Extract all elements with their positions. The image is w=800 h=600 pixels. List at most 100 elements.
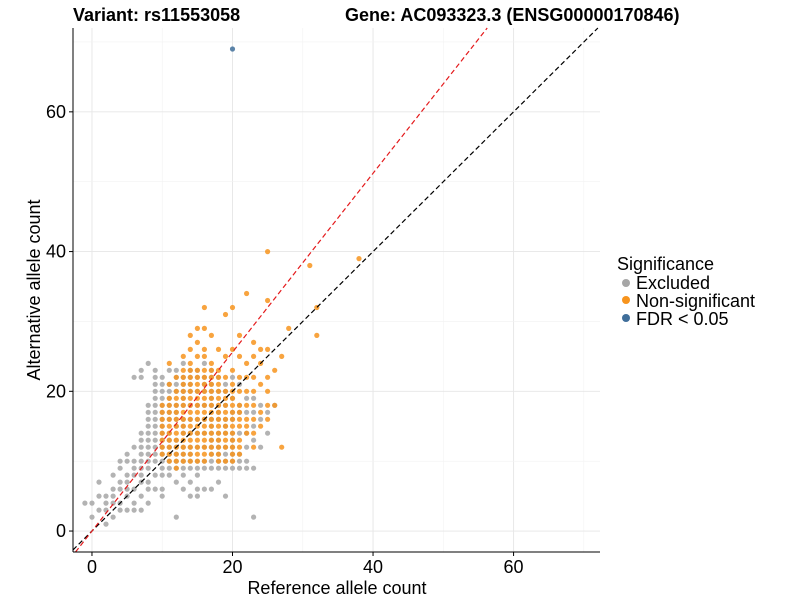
point-non-significant xyxy=(208,416,214,422)
point-non-significant xyxy=(180,402,186,408)
legend-title: Significance xyxy=(617,254,714,274)
point-excluded xyxy=(131,458,137,464)
point-non-significant xyxy=(194,325,200,331)
point-non-significant xyxy=(159,451,165,457)
point-non-significant xyxy=(194,430,200,436)
point-non-significant xyxy=(166,381,172,387)
point-excluded xyxy=(180,472,186,478)
point-non-significant xyxy=(307,262,313,269)
point-non-significant xyxy=(159,437,165,443)
y-axis-title: Alternative allele count xyxy=(24,199,44,380)
point-non-significant xyxy=(215,437,222,443)
point-non-significant xyxy=(194,409,200,415)
point-excluded xyxy=(145,402,151,408)
point-non-significant xyxy=(244,290,250,297)
axis-ticks: 0 20 40 60 0 20 40 60 xyxy=(46,102,524,577)
point-non-significant xyxy=(251,430,257,436)
point-non-significant xyxy=(194,374,200,380)
point-excluded xyxy=(187,493,193,499)
point-excluded xyxy=(166,465,172,471)
point-non-significant xyxy=(201,388,207,394)
point-excluded xyxy=(145,500,151,506)
point-non-significant xyxy=(166,360,172,366)
point-non-significant xyxy=(229,451,236,457)
point-non-significant xyxy=(159,409,165,415)
point-excluded xyxy=(138,444,144,450)
point-non-significant xyxy=(272,402,278,408)
point-excluded xyxy=(152,374,158,380)
point-excluded xyxy=(201,465,207,471)
point-non-significant xyxy=(180,374,186,380)
point-non-significant xyxy=(236,388,243,394)
point-excluded xyxy=(138,374,144,380)
point-non-significant xyxy=(159,402,165,408)
point-non-significant xyxy=(173,416,179,422)
data-points xyxy=(82,46,362,527)
point-non-significant xyxy=(208,423,214,429)
point-excluded xyxy=(124,472,130,478)
point-excluded xyxy=(265,409,271,415)
point-non-significant xyxy=(236,451,243,457)
point-non-significant xyxy=(187,444,193,450)
point-non-significant xyxy=(222,430,229,436)
point-non-significant xyxy=(201,423,207,429)
point-non-significant xyxy=(187,346,193,352)
point-non-significant xyxy=(208,402,214,408)
point-non-significant xyxy=(208,444,214,450)
point-excluded xyxy=(166,388,172,394)
point-excluded xyxy=(152,423,158,429)
point-excluded xyxy=(103,493,109,499)
point-non-significant xyxy=(208,332,214,338)
point-non-significant xyxy=(187,458,193,464)
point-excluded xyxy=(236,465,243,471)
point-non-significant xyxy=(208,430,214,436)
point-non-significant xyxy=(194,444,200,450)
point-non-significant xyxy=(222,388,229,394)
point-excluded xyxy=(258,444,264,450)
point-non-significant xyxy=(229,437,236,443)
point-excluded xyxy=(152,409,158,415)
point-excluded xyxy=(208,465,214,471)
point-non-significant xyxy=(173,388,179,394)
point-excluded xyxy=(103,500,109,506)
point-non-significant xyxy=(229,409,236,415)
point-non-significant xyxy=(236,444,243,450)
point-excluded xyxy=(145,465,151,471)
point-non-significant xyxy=(173,437,179,443)
point-non-significant xyxy=(272,367,278,373)
point-excluded xyxy=(89,500,95,506)
point-non-significant xyxy=(222,423,229,429)
point-non-significant xyxy=(215,374,222,380)
point-excluded xyxy=(236,430,243,436)
point-non-significant xyxy=(187,423,193,429)
point-excluded xyxy=(145,458,151,464)
point-excluded xyxy=(145,423,151,429)
point-excluded xyxy=(229,374,236,380)
point-non-significant xyxy=(201,353,207,359)
point-excluded xyxy=(152,381,158,387)
point-non-significant xyxy=(244,402,250,408)
point-non-significant xyxy=(201,402,207,408)
point-excluded xyxy=(152,472,158,478)
point-excluded xyxy=(166,367,172,373)
point-non-significant xyxy=(244,423,250,429)
point-excluded xyxy=(131,465,137,471)
point-excluded xyxy=(180,465,186,471)
point-non-significant xyxy=(187,409,193,415)
point-non-significant xyxy=(314,332,320,338)
point-excluded xyxy=(215,479,222,485)
legend-label-excluded: Excluded xyxy=(636,273,710,293)
point-excluded xyxy=(110,486,116,492)
point-non-significant xyxy=(222,402,229,408)
point-non-significant xyxy=(236,409,243,415)
point-excluded xyxy=(96,479,102,485)
point-excluded xyxy=(258,416,264,422)
point-excluded xyxy=(194,493,200,499)
point-non-significant xyxy=(180,444,186,450)
point-non-significant xyxy=(208,395,214,401)
point-non-significant xyxy=(187,416,193,422)
point-non-significant xyxy=(194,353,200,359)
point-excluded xyxy=(236,458,243,464)
point-excluded xyxy=(131,374,137,380)
point-non-significant xyxy=(208,437,214,443)
